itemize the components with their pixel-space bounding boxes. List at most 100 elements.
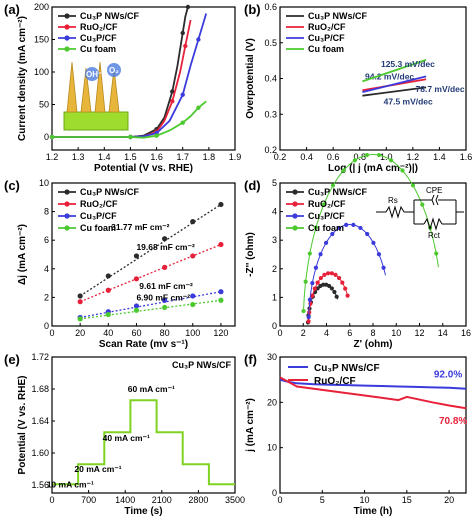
x-tick-label: 100 — [185, 328, 200, 338]
nyquist-point — [365, 231, 370, 237]
cpe-symbol — [435, 194, 439, 206]
y-axis-label: -Z'' (ohm) — [245, 232, 256, 277]
legend-marker — [292, 201, 298, 207]
legend-label: Cu foam — [308, 223, 344, 233]
step-label: 10 mA cm⁻¹ — [47, 479, 94, 489]
plot-frame — [51, 6, 236, 151]
panel-label: (f) — [244, 352, 257, 367]
legend-label: Cu₃P/CF — [308, 33, 345, 43]
legend-label: RuO₂/CF — [314, 376, 356, 387]
y-tick-label: 1.60 — [31, 448, 49, 458]
x-axis-label: Log (| j (mA cm⁻²)|) — [328, 163, 418, 174]
nyquist-point — [410, 183, 416, 188]
legend-marker — [64, 201, 70, 207]
retention-label: 92.0% — [434, 369, 462, 380]
nyquist-point — [306, 319, 311, 324]
x-tick-label: 80 — [160, 328, 170, 338]
x-tick-label: 0.8 — [353, 152, 366, 162]
legend-marker — [64, 35, 70, 41]
legend-label: Cu₃P NWs/CF — [80, 11, 139, 21]
series-point — [196, 37, 201, 42]
x-tick-label: 1.4 — [98, 152, 111, 162]
series-point — [49, 134, 55, 140]
rct-resistor — [423, 217, 443, 231]
nyquist-point — [334, 294, 339, 299]
data-point — [105, 273, 111, 279]
series-point — [128, 134, 133, 140]
nyquist-point — [323, 240, 329, 245]
tafel-line — [362, 86, 427, 97]
series-point — [180, 120, 185, 125]
x-tick-label: 2800 — [188, 495, 208, 505]
x-axis-label: Potential (V vs. RHE) — [94, 163, 193, 174]
legend-label: Cu₃P NWs/CF — [308, 11, 367, 21]
nyquist-point — [344, 222, 349, 227]
nyquist-point — [376, 152, 382, 158]
nyquist-point — [315, 280, 320, 285]
nyquist-point — [371, 240, 376, 245]
nyquist-point — [333, 272, 338, 277]
data-point — [105, 311, 111, 318]
x-tick-label: 1.0 — [380, 152, 393, 162]
panel-label: (d) — [244, 178, 261, 193]
data-point — [190, 253, 196, 259]
x-tick-label: 12 — [414, 328, 424, 338]
x-tick-label: 5 — [320, 495, 325, 505]
plot-frame — [51, 182, 236, 327]
y-tick-label: 150 — [34, 35, 49, 45]
legend-marker — [64, 189, 70, 195]
y-tick-label: 30 — [267, 352, 277, 362]
legend-marker — [64, 213, 70, 219]
legend-marker — [64, 225, 70, 231]
y-tick-label: 100 — [34, 67, 49, 77]
nyquist-point — [310, 293, 315, 298]
y-tick-label: 0.4 — [264, 74, 277, 84]
cpe-label: CPE — [426, 186, 442, 195]
legend-label: Cu₃P NWs/CF — [172, 360, 231, 370]
x-tick-label: 10 — [391, 328, 401, 338]
nyquist-point — [336, 225, 342, 231]
x-axis-label: Z' (ohm) — [353, 339, 392, 350]
y-tick-label: 2 — [272, 264, 277, 274]
tafel-line — [362, 59, 427, 83]
nyquist-point — [376, 252, 382, 257]
nyquist-point — [313, 225, 318, 230]
x-tick-label: 700 — [81, 495, 96, 505]
fit-line — [79, 243, 222, 303]
x-tick-label: 40 — [103, 328, 113, 338]
y-tick-label: 0.3 — [264, 109, 277, 119]
y-tick-label: 8 — [44, 207, 49, 217]
x-tick-label: 120 — [213, 328, 228, 338]
slope-label: 94.2 mV/dec — [365, 72, 414, 82]
legend-marker — [292, 189, 298, 195]
x-tick-label: 10 — [360, 495, 370, 505]
y-tick-label: 10 — [267, 443, 277, 453]
x-tick-label: 3500 — [225, 495, 245, 505]
panel-a: 1.2 1.3 1.4 1.5 1.6 1.7 1.8 1.9 0 50 100 150 200 Pote… — [4, 2, 241, 174]
x-tick-label: 1.8 — [203, 152, 216, 162]
capacitance-label: 9.61 mF cm⁻² — [139, 281, 193, 291]
nyquist-point — [381, 265, 386, 270]
capacitance-label: 19.68 mF cm⁻² — [136, 242, 195, 252]
data-point — [162, 304, 168, 311]
x-tick-label: 1.7 — [176, 152, 189, 162]
rs-resistor — [385, 205, 405, 219]
equivalent-circuit: Rs CPE Rct — [376, 186, 464, 240]
x-axis-label: Time (h) — [354, 506, 393, 517]
series-line — [52, 100, 207, 139]
y-tick-label: 5 — [272, 178, 277, 188]
data-point — [133, 307, 140, 313]
step-label: 40 mA cm⁻¹ — [103, 433, 150, 443]
stability-line — [279, 378, 467, 390]
x-tick-label: 1.6 — [150, 152, 163, 162]
legend-marker — [64, 24, 70, 30]
y-axis-label: Current density (mA cm⁻²) — [17, 16, 28, 141]
nyquist-point — [318, 275, 323, 281]
y-axis-label: Overpotential (V) — [245, 38, 256, 119]
x-tick-label: 1.2 — [407, 152, 420, 162]
legend-label: Cu₃P NWs/CF — [308, 187, 367, 197]
y-axis-label: Potential (V vs. RHE) — [17, 376, 28, 475]
x-axis-label: Scan Rate (mv s⁻¹) — [99, 339, 188, 350]
